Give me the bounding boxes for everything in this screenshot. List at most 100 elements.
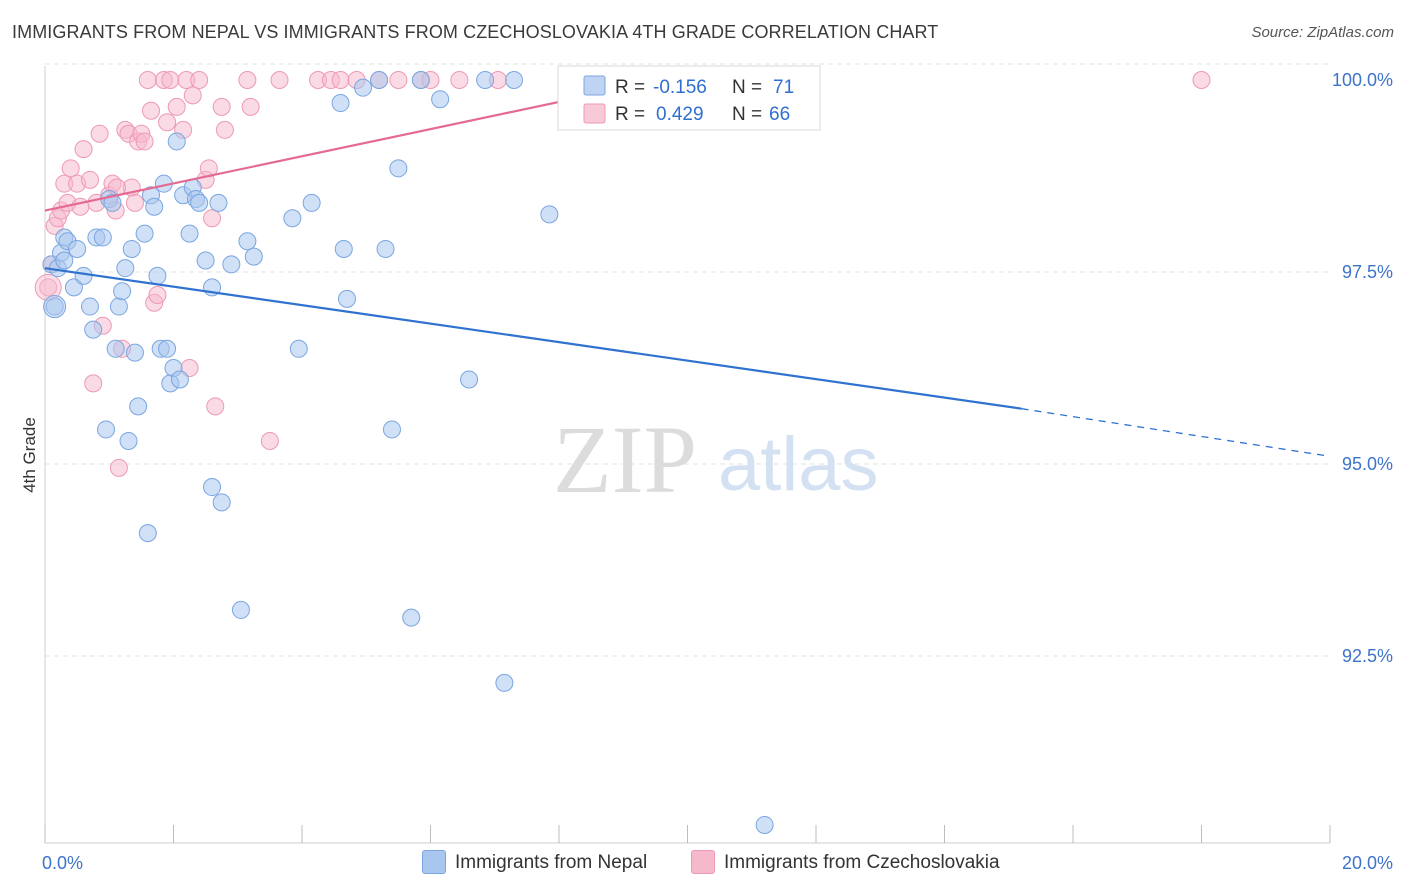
nepal-point xyxy=(138,524,157,543)
y-tick-label: 97.5% xyxy=(1342,262,1393,282)
nepal-point xyxy=(109,297,128,316)
nepal-point xyxy=(119,431,138,450)
watermark: ZIP atlas xyxy=(553,406,879,513)
czech-point xyxy=(260,431,279,450)
nepal-trend-line xyxy=(44,267,1022,410)
nepal-point xyxy=(354,78,373,97)
nepal-point xyxy=(289,339,308,358)
czech-point xyxy=(212,97,231,116)
chart-title: IMMIGRANTS FROM NEPAL VS IMMIGRANTS FROM… xyxy=(12,22,939,42)
stats-nepal-n-label: N = xyxy=(732,77,762,98)
nepal-point xyxy=(170,370,189,389)
legend-czech-swatch[interactable] xyxy=(691,850,715,874)
nepal-point xyxy=(148,266,167,285)
czech-point xyxy=(203,209,222,228)
y-axis-label-group: 4th Grade xyxy=(20,417,39,493)
nepal-point xyxy=(145,197,164,216)
nepal-point xyxy=(116,259,135,278)
czech-point xyxy=(135,132,154,151)
nepal-point xyxy=(231,600,250,619)
watermark-zip: ZIP xyxy=(553,406,697,513)
nepal-point xyxy=(370,71,389,89)
czech-point xyxy=(190,71,209,89)
stats-nepal-n-value: 71 xyxy=(773,77,794,98)
nepal-point xyxy=(103,193,122,212)
stats-nepal-r-label: R = xyxy=(615,77,645,98)
stats-czech-swatch xyxy=(583,103,606,124)
nepal-point xyxy=(331,94,350,113)
czech-point xyxy=(80,170,99,189)
nepal-point xyxy=(203,478,222,497)
czech-point xyxy=(39,278,58,297)
nepal-point xyxy=(55,251,74,270)
nepal-point xyxy=(238,232,257,251)
nepal-point xyxy=(64,278,83,297)
grid-layer xyxy=(45,63,1330,657)
nepal-point xyxy=(411,71,430,89)
nepal-point xyxy=(190,193,209,212)
nepal-point xyxy=(93,228,112,247)
nepal-point xyxy=(209,193,228,212)
nepal-point xyxy=(540,205,559,224)
nepal-point xyxy=(755,815,774,834)
czech-point xyxy=(1192,71,1211,89)
czech-point xyxy=(109,458,128,477)
y-tick-label: 100.0% xyxy=(1332,70,1393,90)
czech-point xyxy=(138,71,157,89)
nepal-point xyxy=(74,266,93,285)
nepal-point xyxy=(431,90,450,109)
nepal-point xyxy=(84,320,103,339)
nepal-point xyxy=(389,159,408,178)
nepal-point xyxy=(505,71,524,89)
czech-point xyxy=(215,120,234,139)
nepal-point xyxy=(302,193,321,212)
czech-point xyxy=(74,140,93,159)
nepal-point xyxy=(80,297,99,316)
nepal-point xyxy=(402,608,421,627)
czech-point xyxy=(142,101,161,120)
czech-point xyxy=(238,71,257,89)
legend-czech-label[interactable]: Immigrants from Czechoslovakia xyxy=(724,852,1000,873)
legend-nepal-swatch[interactable] xyxy=(422,850,446,874)
czech-point xyxy=(84,374,103,393)
czech-point xyxy=(183,86,202,105)
stats-nepal-r-value: -0.156 xyxy=(653,77,707,98)
y-axis-label: 4th Grade xyxy=(20,417,39,493)
nepal-point xyxy=(129,397,148,416)
stats-legend: R = -0.156 N = 71 R = 0.429 N = 66 xyxy=(557,65,821,131)
stats-czech-r-value: 0.429 xyxy=(656,104,704,125)
nepal-point xyxy=(158,339,177,358)
czech-points xyxy=(34,71,1211,477)
legend-nepal-label[interactable]: Immigrants from Nepal xyxy=(455,852,648,873)
nepal-point xyxy=(43,295,67,319)
czech-point xyxy=(125,193,144,212)
nepal-point xyxy=(283,209,302,228)
czech-point xyxy=(389,71,408,89)
stats-czech-n-label: N = xyxy=(732,104,762,125)
czech-point xyxy=(206,397,225,416)
x-tick-label-min: 0.0% xyxy=(42,853,83,873)
nepal-point xyxy=(135,224,154,243)
stats-czech-n-value: 66 xyxy=(769,104,790,125)
stats-czech-r-label: R = xyxy=(615,104,645,125)
x-tick-label-max: 20.0% xyxy=(1342,853,1393,873)
czech-point xyxy=(148,286,167,305)
series-legend: Immigrants from Nepal Immigrants from Cz… xyxy=(0,848,1406,880)
nepal-point xyxy=(222,255,241,274)
nepal-point xyxy=(196,251,215,270)
source-label: Source: ZipAtlas.com xyxy=(1251,24,1394,41)
nepal-trend-extension xyxy=(1021,408,1331,457)
nepal-point xyxy=(122,239,141,258)
nepal-point xyxy=(212,493,231,512)
nepal-point xyxy=(460,370,479,389)
czech-point xyxy=(90,124,109,143)
czech-point xyxy=(61,159,80,178)
czech-point xyxy=(167,97,186,116)
nepal-point xyxy=(376,239,395,258)
axis-layer: 92.5% 95.0% 97.5% 100.0% 0.0% 20.0% xyxy=(42,66,1393,873)
nepal-point xyxy=(68,239,87,258)
czech-point xyxy=(161,71,180,89)
nepal-point xyxy=(244,247,263,266)
nepal-point xyxy=(382,420,401,439)
